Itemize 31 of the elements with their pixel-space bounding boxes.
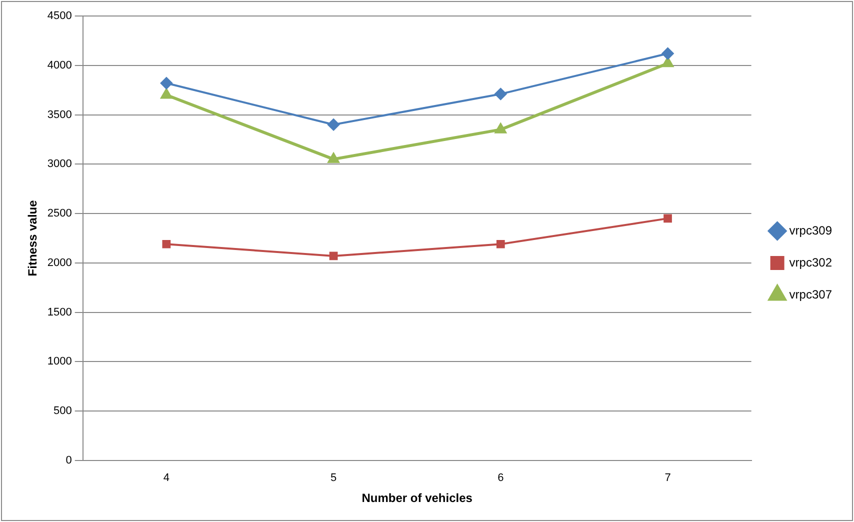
- point: [495, 124, 506, 134]
- y-tick-label: 2500: [47, 208, 72, 220]
- y-axis-title: Fitness value: [26, 200, 40, 276]
- point: [496, 240, 505, 248]
- y-tick-label: 500: [54, 405, 72, 418]
- y-tick-label: 1000: [47, 356, 72, 368]
- legend-label: vrpc302: [789, 255, 832, 270]
- point: [662, 57, 674, 68]
- x-tick-label: 4: [163, 472, 170, 484]
- x-tick-label: 5: [330, 472, 337, 484]
- point: [328, 118, 340, 131]
- y-tick-label: 2000: [47, 256, 72, 269]
- y-tick-label: 3000: [47, 158, 72, 170]
- y-tick-label: 1500: [47, 306, 72, 318]
- x-tick-label: 7: [664, 472, 671, 484]
- point: [160, 77, 172, 90]
- x-axis-title: Number of vehicles: [362, 491, 473, 506]
- y-tick-label: 3500: [47, 108, 72, 121]
- point: [162, 240, 171, 248]
- legend-label: vrpc307: [789, 287, 832, 302]
- point: [494, 88, 507, 100]
- legend-label: vrpc309: [789, 223, 832, 238]
- x-tick-label: 6: [498, 472, 504, 484]
- y-tick-label: 0: [66, 454, 72, 466]
- point: [664, 214, 672, 223]
- point: [662, 48, 674, 60]
- point: [329, 252, 338, 260]
- y-tick-label: 4500: [47, 10, 72, 22]
- point: [161, 89, 172, 99]
- y-tick-label: 4000: [47, 59, 72, 72]
- point: [328, 153, 339, 163]
